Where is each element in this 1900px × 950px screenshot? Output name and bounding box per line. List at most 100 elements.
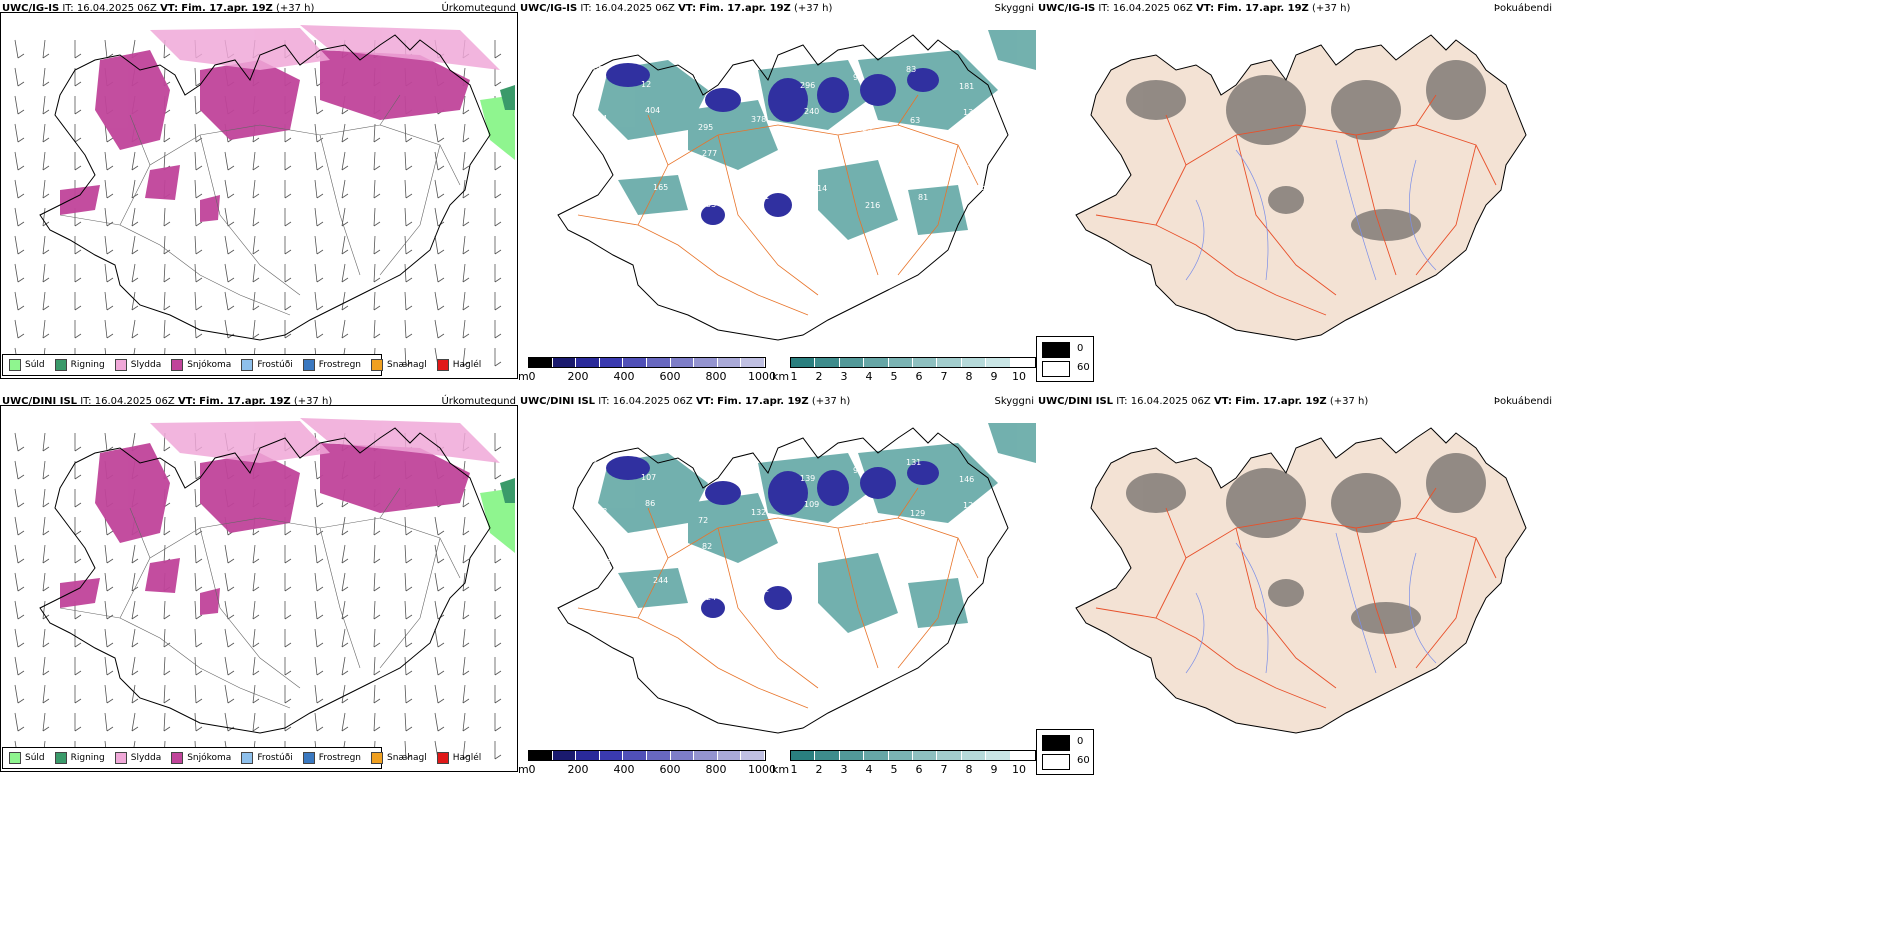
visibility-tick: 4 bbox=[865, 370, 873, 383]
cloudbase-value: 111 bbox=[649, 157, 664, 166]
cloudbase-value: 24 bbox=[706, 593, 716, 602]
legend-item: Slydda bbox=[114, 359, 162, 371]
cloudbase-value: 146 bbox=[959, 475, 974, 484]
cloudbase-fields bbox=[606, 456, 939, 618]
cloudbase-value: 139 bbox=[800, 474, 815, 483]
cloudbase-unit: m bbox=[518, 763, 529, 776]
fog-shading bbox=[1126, 453, 1486, 634]
vt-value: Fim. 17.apr. 19Z bbox=[199, 396, 291, 407]
cloudbase-value: 240 bbox=[804, 107, 819, 116]
visibility-unit: km bbox=[772, 763, 790, 776]
fog-swatch-dark bbox=[1042, 735, 1070, 751]
rivers bbox=[1185, 532, 1437, 674]
lead-time: (+37 h) bbox=[1329, 396, 1369, 407]
cloudbase-value: 134 bbox=[808, 158, 823, 167]
panel-title: Úrkomutegund bbox=[441, 3, 516, 14]
cloudbase-fields bbox=[606, 63, 939, 225]
cloudbase-value: 129 bbox=[910, 509, 925, 518]
vt-label: VT: bbox=[678, 3, 697, 14]
cloudbase-value: 277 bbox=[702, 149, 717, 158]
legend-item: Snæhagl bbox=[371, 359, 427, 371]
legend-label: Rigning bbox=[70, 753, 105, 763]
cloudbase-value: 104 bbox=[694, 72, 709, 81]
visibility-tick: 2 bbox=[815, 370, 823, 383]
it-label: IT: bbox=[1116, 396, 1128, 407]
legend-item: Súld bbox=[9, 359, 45, 371]
visibility-fields bbox=[598, 423, 1036, 633]
fog-map bbox=[1075, 427, 1527, 734]
cloudbase-value: 244 bbox=[653, 576, 668, 585]
iceland-coastline bbox=[39, 427, 491, 734]
cloudbase-value: 12 bbox=[641, 80, 651, 89]
legend-label: Slydda bbox=[130, 360, 162, 370]
iceland-landmass bbox=[1075, 34, 1527, 341]
legend-item: Frostregn bbox=[302, 359, 361, 371]
cloudbase-value: 83 bbox=[906, 65, 916, 74]
legend-label: Súld bbox=[25, 753, 45, 763]
it-label: IT: bbox=[1098, 3, 1110, 14]
cloudbase-value: 59 bbox=[747, 457, 757, 466]
panel-header: UWC/DINI ISL IT: 16.04.2025 06Z VT: Fim.… bbox=[520, 395, 1034, 409]
fog-swatch-dark bbox=[1042, 342, 1070, 358]
precip-rain bbox=[500, 478, 515, 503]
cloudbase-value: 222 bbox=[861, 543, 876, 552]
precip-snow bbox=[60, 443, 470, 615]
cloudbase-value: 132 bbox=[751, 508, 766, 517]
legend-swatch bbox=[9, 359, 21, 371]
lead-time: (+37 h) bbox=[794, 3, 833, 14]
cloudbase-value: 141 bbox=[914, 560, 929, 569]
model-name: UWC/IG-IS bbox=[2, 3, 60, 14]
model-row: UWC/DINI ISL IT: 16.04.2025 06Z VT: Fim.… bbox=[0, 393, 1554, 776]
vt-label: VT: bbox=[1213, 396, 1232, 407]
legend-label: Snjókoma bbox=[187, 360, 232, 370]
cloudbase-value: 129 bbox=[971, 185, 986, 194]
it-value: 16.04.2025 06Z bbox=[76, 3, 157, 14]
cloudbase-value: 229 bbox=[857, 124, 872, 133]
fog-panel: UWC/DINI ISL IT: 16.04.2025 06Z VT: Fim.… bbox=[1036, 393, 1554, 773]
rivers bbox=[1185, 139, 1437, 281]
legend-label: Haglél bbox=[452, 753, 482, 763]
cloudbase-tick: 1000 bbox=[748, 370, 776, 383]
fog-map bbox=[1075, 34, 1527, 341]
visibility-tick: 10 bbox=[1012, 763, 1026, 776]
vt-value: Fim. 17.apr. 19Z bbox=[181, 3, 273, 14]
visibility-fields bbox=[598, 30, 1036, 240]
vt-value: Fim. 17.apr. 19Z bbox=[717, 396, 809, 407]
iceland-coastline bbox=[557, 427, 1009, 734]
roads bbox=[577, 94, 979, 316]
panel-title: Þokuábendi bbox=[1493, 3, 1552, 14]
fog-swatch-light bbox=[1042, 361, 1070, 377]
cloudbase-value: 81 bbox=[918, 193, 928, 202]
fog-label-light: 60 bbox=[1077, 755, 1090, 766]
precip-type-panel: UWC/DINI ISL IT: 16.04.2025 06Z VT: Fim.… bbox=[0, 393, 518, 773]
roads bbox=[59, 94, 461, 316]
legend-swatch bbox=[54, 752, 67, 764]
legend-label: Haglél bbox=[452, 360, 482, 370]
roads bbox=[1095, 94, 1497, 316]
legend-swatch bbox=[371, 752, 384, 764]
cloudbase-tick: 600 bbox=[659, 370, 681, 383]
precip-type-legend: Súld Rigning Slydda Snjókoma Frostúði Frostre… bbox=[2, 354, 481, 376]
model-name: UWC/DINI ISL bbox=[520, 396, 596, 407]
visibility-tick: 8 bbox=[965, 370, 973, 383]
cloudbase-value: 96 bbox=[853, 466, 863, 475]
precip-map bbox=[0, 405, 518, 772]
model-row: UWC/IG-IS IT: 16.04.2025 06Z VT: Fim. 17… bbox=[0, 0, 1554, 383]
legend-label: Frostúði bbox=[257, 753, 293, 763]
iceland-coastline bbox=[39, 34, 491, 341]
roads bbox=[59, 487, 461, 709]
precip-drizzle bbox=[480, 95, 515, 160]
cloudbase-value: 296 bbox=[800, 81, 815, 90]
fog-panel: UWC/IG-IS IT: 16.04.2025 06Z VT: Fim. 17… bbox=[1036, 0, 1554, 380]
precip-map bbox=[0, 12, 518, 379]
precip-type-panel: UWC/IG-IS IT: 16.04.2025 06Z VT: Fim. 17… bbox=[0, 0, 518, 380]
cloudbase-tick: 400 bbox=[613, 763, 635, 776]
precip-sleet bbox=[150, 418, 500, 463]
cloudbase-value: 248 bbox=[592, 507, 607, 516]
cloudbase-value: 103 bbox=[649, 550, 664, 559]
cloudbase-value: 31 bbox=[759, 192, 769, 201]
panel-title: Skyggni bbox=[994, 396, 1034, 407]
panel-header: UWC/IG-IS IT: 16.04.2025 06Z VT: Fim. 17… bbox=[1038, 2, 1552, 16]
model-name: UWC/DINI ISL bbox=[1038, 396, 1114, 407]
it-value: 16.04.2025 06Z bbox=[594, 3, 675, 14]
